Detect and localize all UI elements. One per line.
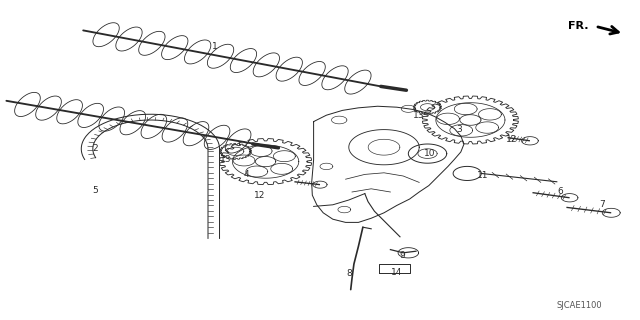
Text: SJCAE1100: SJCAE1100 <box>556 301 602 310</box>
Text: 4: 4 <box>244 170 249 179</box>
Text: 5: 5 <box>92 186 97 195</box>
Text: 8: 8 <box>346 269 351 278</box>
Text: 9: 9 <box>399 252 404 260</box>
Text: 12: 12 <box>253 191 265 200</box>
Text: 3: 3 <box>457 125 462 134</box>
Text: 13: 13 <box>220 156 232 164</box>
Text: 12: 12 <box>506 135 518 144</box>
Text: 6: 6 <box>557 188 563 196</box>
Text: 1: 1 <box>212 42 217 51</box>
Text: 7: 7 <box>599 200 604 209</box>
Text: 13: 13 <box>413 111 425 120</box>
Text: 2: 2 <box>92 144 97 153</box>
Text: 11: 11 <box>477 172 489 180</box>
Text: 10: 10 <box>424 149 436 158</box>
Text: FR.: FR. <box>568 20 589 31</box>
Text: 14: 14 <box>391 268 403 277</box>
